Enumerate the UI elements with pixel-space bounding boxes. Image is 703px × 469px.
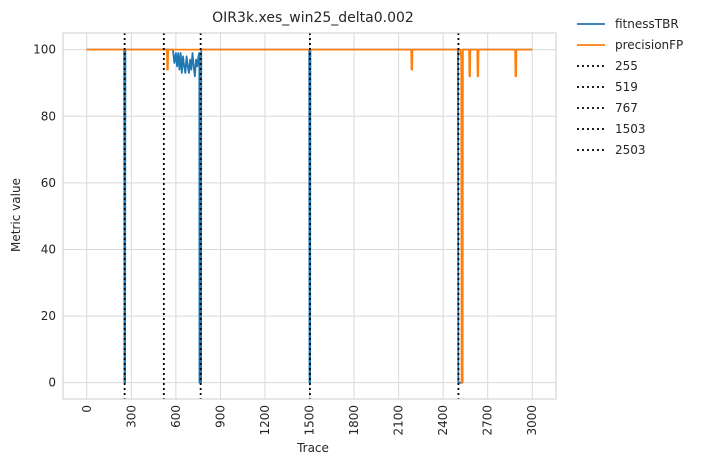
- y-tick-label: 20: [41, 309, 56, 323]
- legend-label: 767: [615, 101, 638, 115]
- y-tick-label: 80: [41, 109, 56, 123]
- x-tick-label: 2400: [436, 405, 450, 436]
- legend-label: 1503: [615, 122, 646, 136]
- x-tick-label: 0: [80, 405, 94, 413]
- x-tick-label: 1200: [258, 405, 272, 436]
- series-line-precisionFP: [86, 48, 533, 384]
- legend-label: fitnessTBR: [615, 17, 679, 31]
- plot-frame: [62, 32, 557, 400]
- y-tick-label: 40: [41, 242, 56, 256]
- legend: fitnessTBR precisionFP 255 519 767 1503 2503: [569, 12, 691, 180]
- x-tick-label: 900: [213, 405, 227, 428]
- x-tick-label: 3000: [525, 405, 539, 436]
- legend-label: 519: [615, 80, 638, 94]
- legend-label: precisionFP: [615, 38, 683, 52]
- x-axis-label: Trace: [296, 441, 329, 455]
- plot-area: 0 300 600 900 1200 1500 1800 2100 2400 2700 3000 0 2…: [33, 32, 557, 436]
- y-tick-label: 0: [48, 376, 56, 390]
- x-tick-label: 2100: [392, 405, 406, 436]
- x-tick-label: 600: [169, 405, 183, 428]
- x-tick-label: 1500: [303, 405, 317, 436]
- x-tick-label: 2700: [481, 405, 495, 436]
- series-line-fitnessTBR: [86, 48, 533, 384]
- legend-label: 2503: [615, 143, 646, 157]
- legend-box: [569, 12, 691, 180]
- legend-label: 255: [615, 59, 638, 73]
- chart-title: OIR3k.xes_win25_delta0.002: [212, 10, 414, 26]
- x-tick-label: 300: [124, 405, 138, 428]
- x-tick-label: 1800: [347, 405, 361, 436]
- y-tick-label: 60: [41, 176, 56, 190]
- y-axis-label: Metric value: [9, 178, 23, 252]
- y-tick-label: 100: [33, 43, 56, 57]
